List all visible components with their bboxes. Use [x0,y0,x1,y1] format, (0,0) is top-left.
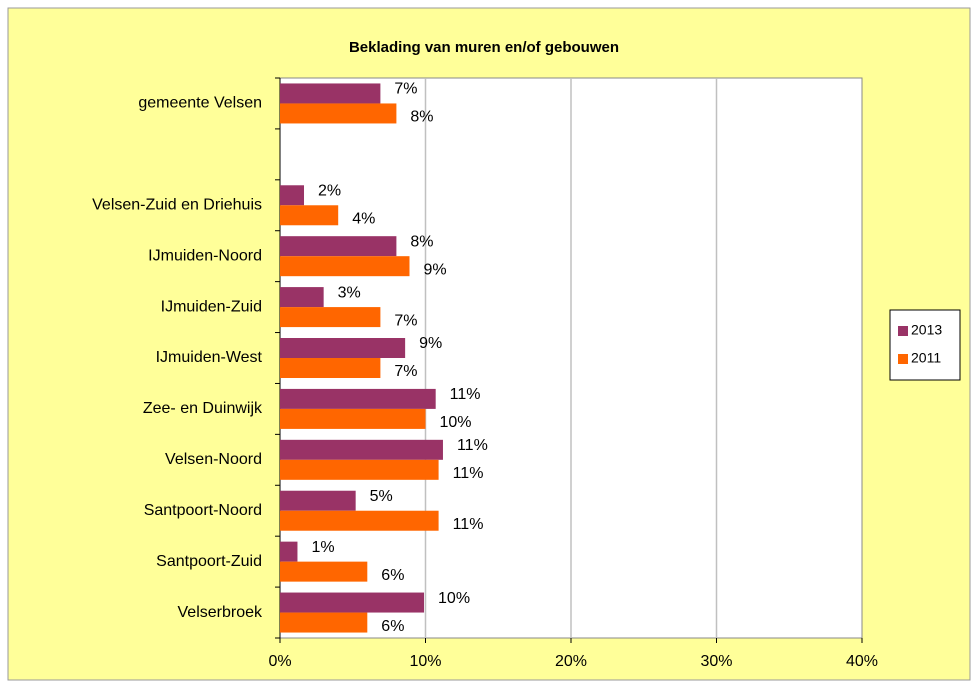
legend-swatch [898,326,908,336]
bar [280,205,339,226]
value-label: 11% [453,465,484,482]
legend-label: 2011 [911,350,941,366]
bar [280,490,356,511]
y-tick-label: IJmuiden-West [156,349,263,366]
value-label: 5% [370,488,393,505]
bar [280,287,324,308]
value-label: 3% [338,284,361,301]
value-label: 11% [457,437,488,454]
x-tick-label: 10% [409,653,441,670]
value-label: 11% [450,386,481,403]
bar [280,612,368,633]
value-label: 7% [394,81,417,98]
x-tick-label: 0% [268,653,291,670]
bar [280,561,368,582]
y-tick-label: Santpoort-Noord [144,502,262,519]
y-tick-label: IJmuiden-Zuid [161,298,262,315]
bar [280,439,443,460]
bar [280,103,397,124]
y-tick-label: IJmuiden-Noord [148,247,262,264]
value-label: 6% [381,567,404,584]
value-label: 10% [440,414,472,431]
y-tick-label: Velsen-Noord [165,451,262,468]
x-tick-label: 20% [555,653,587,670]
value-label: 8% [410,109,433,126]
legend-label: 2013 [911,322,942,338]
bar [280,338,406,358]
value-label: 2% [318,182,341,199]
value-label: 7% [394,312,417,329]
y-tick-label: Velsen-Zuid en Driehuis [92,196,262,213]
y-tick-label: gemeente Velsen [138,95,262,112]
bar [280,358,381,378]
value-label: 11% [453,516,484,533]
value-label: 8% [410,233,433,250]
value-label: 1% [311,539,334,556]
bar [280,307,381,328]
chart-title: Beklading van muren en/of gebouwen [349,39,619,56]
x-tick-label: 30% [700,653,732,670]
legend-swatch [898,354,908,364]
value-label: 7% [394,363,417,380]
bar [280,459,439,480]
y-tick-label: Santpoort-Zuid [156,553,262,570]
bar [280,236,397,257]
bar [280,408,426,429]
value-label: 9% [419,335,442,352]
y-tick-label: Zee- en Duinwijk [143,400,263,417]
legend [889,309,961,381]
bar [280,541,298,562]
x-tick-label: 40% [846,653,878,670]
value-label: 9% [423,261,446,278]
bar [280,256,410,277]
bar [280,388,436,409]
y-tick-label: Velserbroek [178,604,263,621]
bar [280,83,381,104]
bar [280,185,305,206]
value-label: 10% [438,590,470,607]
value-label: 4% [352,210,375,227]
bar [280,592,425,613]
value-label: 6% [381,618,404,635]
bar [280,510,439,531]
